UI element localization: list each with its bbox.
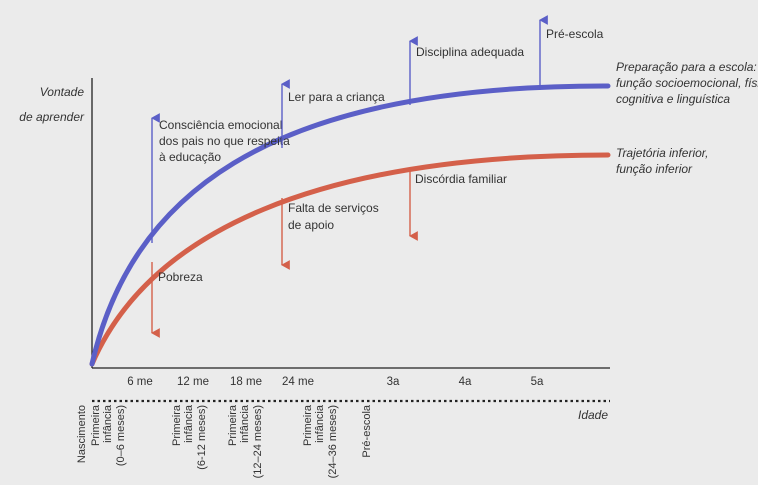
lower-curve-label-line2: função inferior xyxy=(616,162,693,176)
stage-birth: Nascimento xyxy=(76,405,88,463)
age-tick-12m: 12 me xyxy=(177,376,209,388)
age-tick-4a: 4a xyxy=(459,376,472,388)
svg-text:Nascimento: Nascimento xyxy=(76,405,88,463)
factor-support-services-line1: Falta de serviços xyxy=(288,201,379,215)
stage-preschool: Pré-escola xyxy=(361,404,373,457)
stage-infancy-6-12: Primeira infância (6-12 meses) xyxy=(171,404,208,470)
x-axis-label: Idade xyxy=(578,408,608,422)
svg-text:infância: infância xyxy=(183,404,195,443)
upper-curve-label-line3: cognitiva e linguística xyxy=(616,92,730,106)
svg-text:Pré-escola: Pré-escola xyxy=(361,404,373,457)
svg-text:(6-12 meses): (6-12 meses) xyxy=(196,405,208,470)
factor-parental-awareness-line3: à educação xyxy=(159,150,221,164)
stage-infancy-0-6: Primeira infância (0–6 meses) xyxy=(90,404,127,466)
svg-text:Primeira: Primeira xyxy=(227,404,239,446)
upper-curve-label-line2: função socioemocional, física, xyxy=(616,76,758,90)
age-tick-6m: 6 me xyxy=(127,376,153,388)
svg-text:(24–36 meses): (24–36 meses) xyxy=(327,405,339,478)
age-tick-3a: 3a xyxy=(387,376,400,388)
stage-infancy-24-36: Primeira infância (24–36 meses) xyxy=(302,404,339,478)
svg-text:infância: infância xyxy=(239,404,251,443)
y-axis-label-line2: de aprender xyxy=(19,110,85,124)
y-axis-label-line1: Vontade xyxy=(40,85,85,99)
factor-poverty: Pobreza xyxy=(158,270,203,284)
factor-support-services-line2: de apoio xyxy=(288,218,334,232)
age-tick-5a: 5a xyxy=(531,376,544,388)
factor-preschool: Pré-escola xyxy=(546,27,604,41)
lower-curve-label-line1: Trajetória inferior, xyxy=(616,146,708,160)
factor-parental-awareness-line2: dos pais no que respeita xyxy=(159,134,290,148)
factor-discipline: Disciplina adequada xyxy=(416,45,524,59)
svg-text:infância: infância xyxy=(314,404,326,443)
svg-text:Primeira: Primeira xyxy=(171,404,183,446)
upper-curve-label-line1: Preparação para a escola: xyxy=(616,60,757,74)
factor-family-discord: Discórdia familiar xyxy=(415,172,507,186)
svg-text:(0–6 meses): (0–6 meses) xyxy=(115,405,127,466)
age-tick-24m: 24 me xyxy=(282,376,314,388)
svg-text:(12–24 meses): (12–24 meses) xyxy=(252,405,264,478)
upper-trajectory-curve xyxy=(89,83,611,367)
factor-reading: Ler para a criança xyxy=(288,90,385,104)
factor-parental-awareness-line1: Consciência emocional xyxy=(159,118,282,132)
svg-text:Primeira: Primeira xyxy=(302,404,314,446)
stage-infancy-12-24: Primeira infância (12–24 meses) xyxy=(227,404,264,478)
age-tick-18m: 18 me xyxy=(230,376,262,388)
svg-text:infância: infância xyxy=(102,404,114,443)
lower-trajectory-curve xyxy=(89,152,611,367)
svg-text:Primeira: Primeira xyxy=(90,404,102,446)
